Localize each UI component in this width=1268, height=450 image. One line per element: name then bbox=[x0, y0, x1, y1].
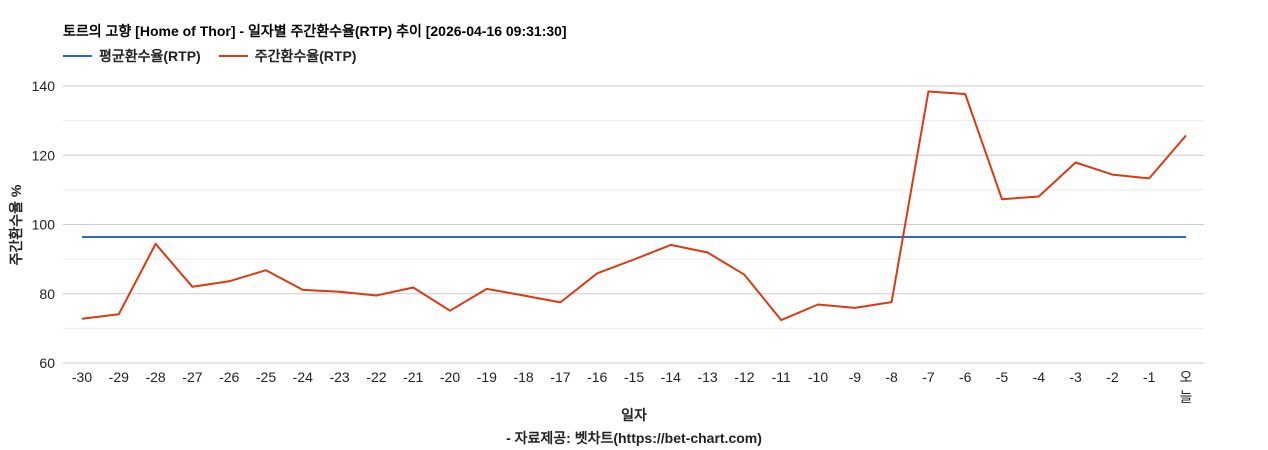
x-tick-label: -16 bbox=[587, 369, 607, 385]
x-tick-label: -18 bbox=[513, 369, 533, 385]
x-tick-label: -27 bbox=[182, 369, 202, 385]
legend-item-weekly[interactable]: 주간환수율(RTP) bbox=[218, 46, 357, 66]
chart-title: 토르의 고향 [Home of Thor] - 일자별 주간환수율(RTP) 추… bbox=[63, 23, 567, 39]
weekly-rtp-line[interactable] bbox=[81, 90, 1187, 322]
x-tick-label: -15 bbox=[624, 369, 644, 385]
x-tick-label: 늘 bbox=[1180, 390, 1193, 406]
x-tick-label: -7 bbox=[922, 369, 935, 385]
y-tick-label: 60 bbox=[39, 355, 55, 371]
x-tick-label: -23 bbox=[329, 369, 349, 385]
x-tick-label: -3 bbox=[1069, 369, 1082, 385]
x-tick-label: -20 bbox=[440, 369, 460, 385]
x-tick-label: -17 bbox=[550, 369, 570, 385]
x-tick-label: -30 bbox=[72, 369, 92, 385]
y-tick-label: 100 bbox=[32, 217, 56, 233]
x-tick-label: 오 bbox=[1180, 370, 1193, 386]
legend-label-weekly: 주간환수율(RTP) bbox=[254, 48, 357, 64]
x-tick-label: -14 bbox=[661, 369, 681, 385]
x-tick-label: -10 bbox=[808, 369, 828, 385]
legend-item-average[interactable]: 평균환수율(RTP) bbox=[63, 46, 201, 66]
x-axis-ticks: -30 -29 -28 -27 -26 -25 -24 -23 -22 -21 -20 -19 -18 -… bbox=[72, 369, 1193, 406]
y-tick-label: 120 bbox=[32, 147, 56, 163]
x-tick-label: -5 bbox=[996, 369, 1009, 385]
x-tick-label: -11 bbox=[772, 369, 791, 385]
x-axis-label: 일자 bbox=[621, 407, 647, 423]
y-axis-label: 주간환수율 % bbox=[8, 184, 24, 266]
legend-swatch-average bbox=[63, 55, 92, 57]
legend-swatch-weekly bbox=[218, 55, 248, 57]
y-axis-ticks: 60 80 100 120 140 bbox=[32, 78, 56, 371]
gridlines bbox=[63, 85, 1204, 364]
y-tick-label: 140 bbox=[32, 78, 56, 94]
x-tick-label: -1 bbox=[1143, 369, 1156, 385]
x-tick-label: -8 bbox=[885, 369, 898, 385]
x-tick-label: -25 bbox=[256, 369, 276, 385]
legend-label-average: 평균환수율(RTP) bbox=[99, 48, 201, 64]
x-tick-label: -6 bbox=[959, 369, 972, 385]
x-tick-label: -29 bbox=[109, 369, 129, 385]
x-tick-label: -24 bbox=[293, 369, 313, 385]
y-tick-label: 80 bbox=[39, 286, 55, 302]
x-tick-label: -12 bbox=[734, 369, 754, 385]
x-tick-label: -2 bbox=[1106, 369, 1119, 385]
x-tick-label: -22 bbox=[366, 369, 386, 385]
x-tick-label: -19 bbox=[477, 369, 497, 385]
x-tick-label: -9 bbox=[849, 369, 862, 385]
x-tick-label: -4 bbox=[1033, 369, 1046, 385]
x-tick-label: -28 bbox=[145, 369, 165, 385]
x-tick-label: -13 bbox=[697, 369, 717, 385]
x-tick-label: -26 bbox=[219, 369, 239, 385]
series-lines bbox=[81, 90, 1187, 322]
x-tick-label: -21 bbox=[403, 369, 423, 385]
legend: 평균환수율(RTP) 주간환수율(RTP) bbox=[63, 46, 374, 66]
data-source-credit: - 자료제공: 벳차트(https://bet-chart.com) bbox=[506, 430, 762, 446]
